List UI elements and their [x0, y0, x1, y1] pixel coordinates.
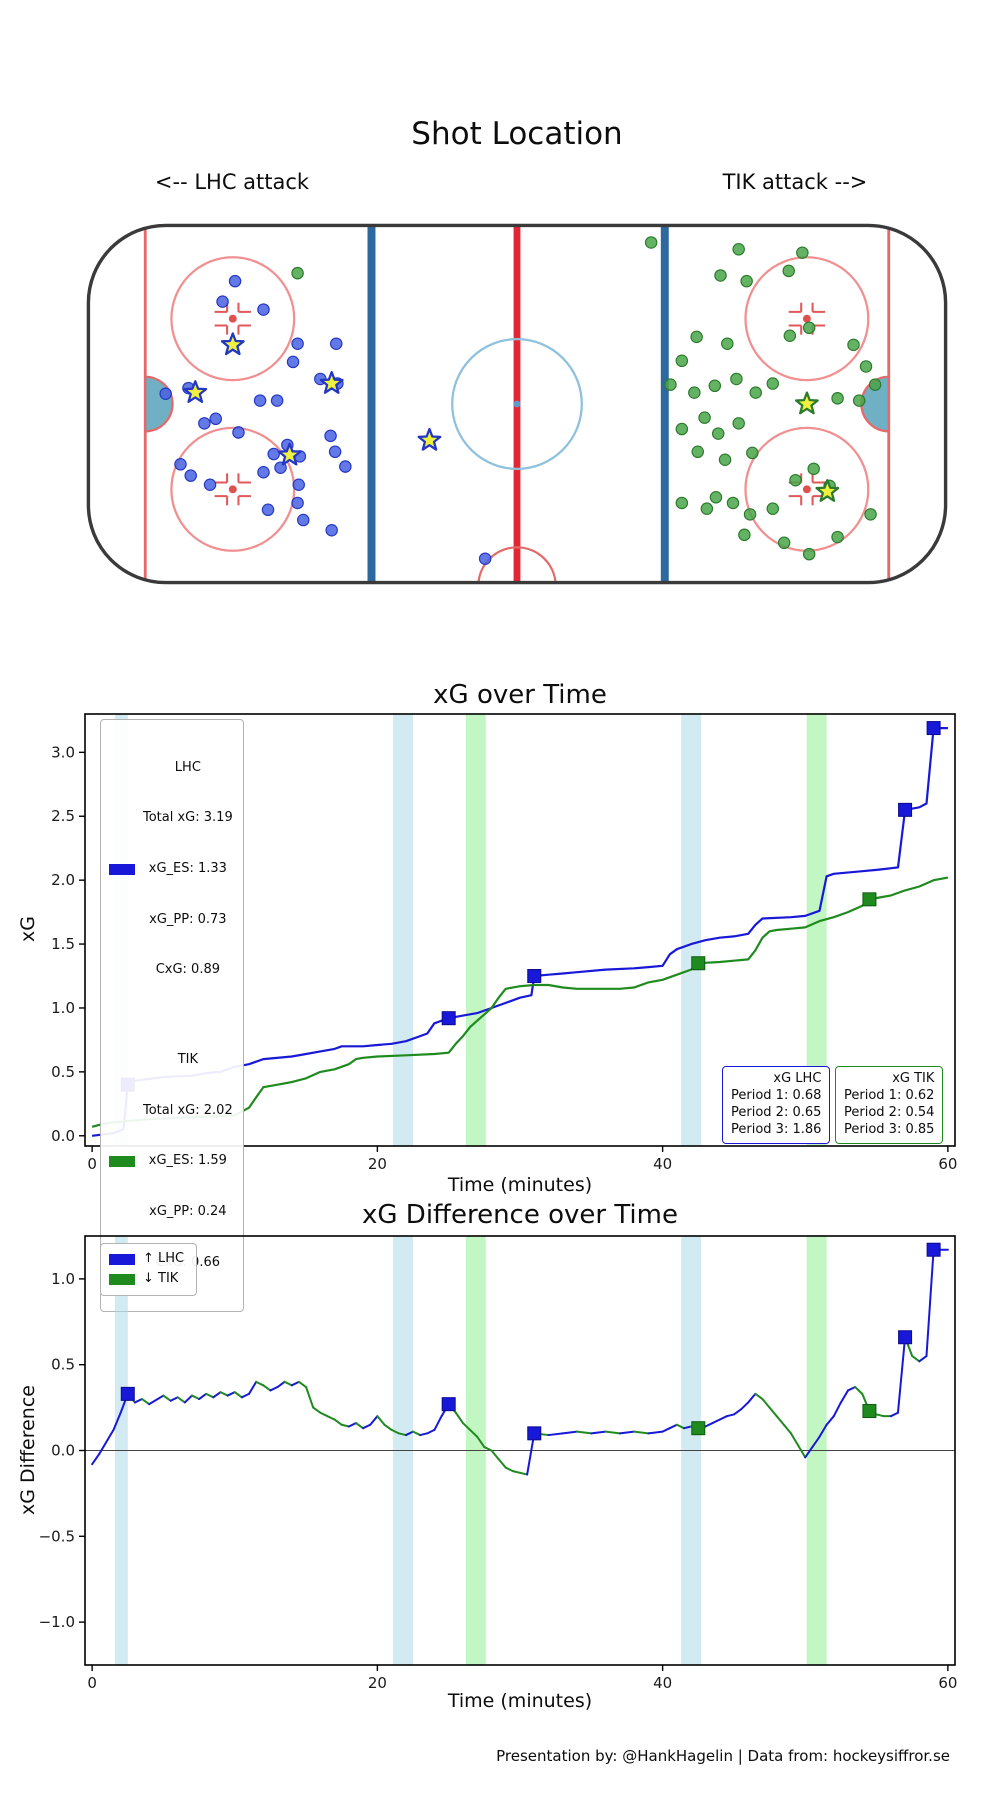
svg-text:0.5: 0.5: [51, 1063, 75, 1081]
tik-color-swatch: [109, 1156, 135, 1168]
diff-legend-lhc: ↑ LHC: [109, 1251, 184, 1268]
center-circle: [451, 338, 583, 470]
svg-text:0.0: 0.0: [51, 1127, 75, 1145]
period-box-tik-title: xG TIK: [892, 1071, 935, 1086]
lhc-attack-label: <-- LHC attack: [154, 170, 310, 194]
legend-team-lhc: LHC: [174, 759, 201, 775]
tik-period-2: Period 2: 0.54: [844, 1104, 935, 1120]
tik-attack-label: TIK attack -->: [722, 170, 868, 194]
blue-line-left: [367, 225, 376, 583]
lhc-total-xg: Total xG: 3.19: [143, 810, 233, 826]
svg-text:0: 0: [87, 1674, 97, 1692]
svg-text:3.0: 3.0: [51, 743, 75, 761]
svg-text:40: 40: [653, 1674, 672, 1692]
svg-text:1.0: 1.0: [51, 999, 75, 1017]
rink-boards: [86, 223, 948, 585]
diff-legend: ↑ LHC ↓ TIK: [100, 1243, 198, 1296]
tik-total-xg: Total xG: 2.02: [143, 1102, 233, 1118]
period-box-lhc-title: xG LHC: [773, 1071, 822, 1086]
diff-chart-plot: 0 20 40 60 −1.0 −0.5 0.0 0.5 1.0: [39, 1235, 957, 1692]
page-title: Shot Location: [411, 116, 623, 152]
blue-line-right: [660, 225, 669, 583]
referee-crease: [477, 546, 557, 583]
shot-markers: [159, 236, 882, 565]
tik-period-3: Period 3: 0.85: [844, 1121, 935, 1137]
xg-legend-entry-tik: TIK Total xG: 2.02 xG_ES: 1.59 xG_PP: 0.…: [109, 1018, 233, 1305]
svg-text:0.5: 0.5: [51, 1356, 75, 1374]
xg-legend: LHC Total xG: 3.19 xG_ES: 1.33 xG_PP: 0.…: [100, 719, 244, 1313]
rink-diagram: [86, 223, 948, 585]
lhc-period-3: Period 3: 1.86: [731, 1121, 822, 1137]
lhc-cxg: CxG: 0.89: [155, 962, 221, 978]
diff-legend-lhc-label: ↑ LHC: [143, 1251, 185, 1266]
lhc-period-1: Period 1: 0.68: [731, 1087, 822, 1103]
svg-text:60: 60: [938, 1674, 957, 1692]
xg-chart-title: xG over Time: [433, 680, 607, 710]
svg-text:1.5: 1.5: [51, 935, 75, 953]
xg-chart-xlabel: Time (minutes): [447, 1174, 593, 1196]
diff-chart-title: xG Difference over Time: [362, 1200, 678, 1230]
diff-chart-ylabel: xG Difference: [17, 1385, 39, 1515]
svg-text:2.0: 2.0: [51, 871, 75, 889]
diff-legend-tik: ↓ TIK: [109, 1271, 184, 1288]
lhc-period-2: Period 2: 0.65: [731, 1104, 822, 1120]
svg-text:20: 20: [368, 1674, 387, 1692]
lhc-color-swatch: [109, 864, 135, 876]
tik-arrow-swatch: [109, 1273, 135, 1285]
svg-text:1.0: 1.0: [51, 1270, 75, 1288]
period-box-tik: xG TIK Period 1: 0.62 Period 2: 0.54 Per…: [835, 1066, 944, 1144]
svg-text:−1.0: −1.0: [39, 1613, 75, 1631]
lhc-xg-pp: xG_PP: 0.73: [149, 911, 227, 927]
svg-text:20: 20: [368, 1155, 387, 1173]
tik-xg-es: xG_ES: 1.59: [148, 1153, 227, 1169]
center-faceoff-dot: [513, 400, 521, 408]
svg-text:60: 60: [938, 1155, 957, 1173]
lhc-xg-es: xG_ES: 1.33: [148, 861, 227, 877]
svg-text:2.5: 2.5: [51, 807, 75, 825]
tik-xg-pp: xG_PP: 0.24: [149, 1203, 227, 1219]
lhc-arrow-swatch: [109, 1253, 135, 1265]
svg-text:0.0: 0.0: [51, 1442, 75, 1460]
diff-legend-tik-label: ↓ TIK: [143, 1270, 179, 1286]
tik-period-1: Period 1: 0.62: [844, 1087, 935, 1103]
xg-legend-entry-lhc: LHC Total xG: 3.19 xG_ES: 1.33 xG_PP: 0.…: [109, 726, 233, 1013]
period-box-lhc: xG LHC Period 1: 0.68 Period 2: 0.65 Per…: [722, 1066, 831, 1144]
svg-text:−0.5: −0.5: [39, 1527, 75, 1545]
footer-credit: Presentation by: @HankHagelin | Data fro…: [496, 1747, 950, 1765]
svg-text:0: 0: [87, 1155, 97, 1173]
rink-markings: [88, 225, 946, 583]
xg-chart-ylabel: xG: [17, 916, 39, 942]
diff-chart-xlabel: Time (minutes): [447, 1690, 593, 1712]
xg-legend-text-lhc: LHC Total xG: 3.19 xG_ES: 1.33 xG_PP: 0.…: [143, 726, 233, 1013]
legend-team-tik: TIK: [177, 1051, 199, 1067]
svg-text:40: 40: [653, 1155, 672, 1173]
